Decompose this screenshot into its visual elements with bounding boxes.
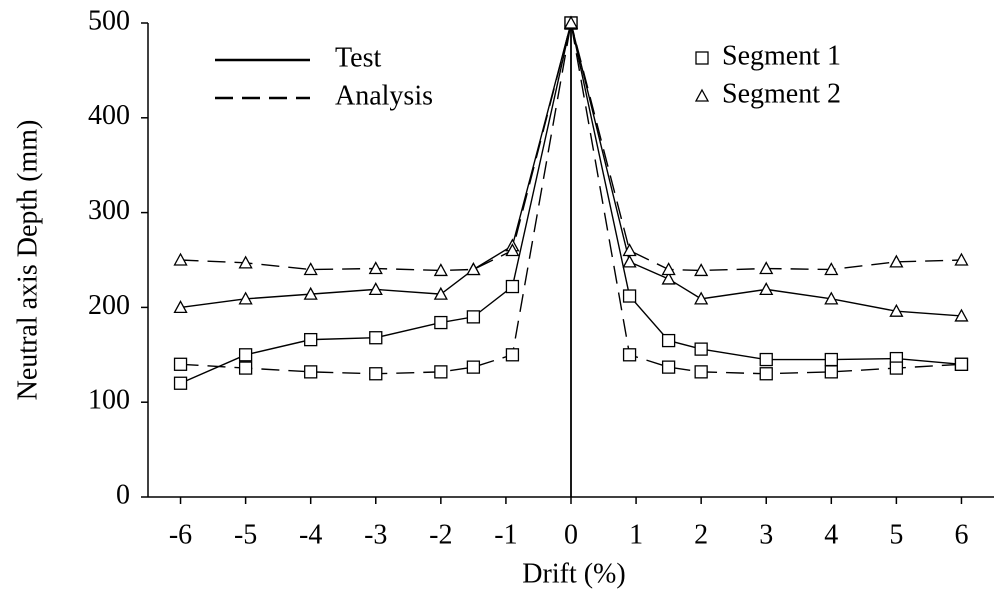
marker-square [466,360,481,374]
marker-square [466,310,481,324]
marker-triangle [238,291,253,305]
marker-square [173,357,188,371]
y-axis-title: Neutral axis Depth (mm) [12,120,43,401]
marker-triangle [889,303,904,317]
marker-triangle [238,255,253,269]
marker-square [661,333,676,348]
marker-square [759,352,773,367]
legend-label: Test [335,42,381,73]
x-tick-label: 1 [629,519,643,550]
marker-square [889,361,904,375]
y-tick-label: 100 [88,385,130,416]
y-tick-label: 400 [88,100,130,131]
x-tick-label: 4 [824,519,838,550]
marker-square [304,365,318,379]
marker-square [434,365,448,379]
x-tick-label: -4 [299,519,322,550]
marker-triangle [759,261,774,275]
marker-triangle [694,88,710,102]
marker-square [304,332,318,347]
marker-square [505,279,520,294]
marker-square [954,357,969,371]
marker-square [238,361,253,375]
x-tick-label: -1 [494,519,517,550]
marker-triangle [824,291,839,305]
y-tick-label: 0 [116,479,130,510]
y-tick-label: 200 [88,290,130,321]
marker-triangle [622,243,637,257]
marker-square [694,342,708,356]
marker-square [695,51,709,65]
marker-triangle [824,262,839,276]
marker-triangle [173,300,188,314]
marker-square [824,352,838,367]
marker-triangle [954,308,969,322]
marker-square [622,289,637,303]
legend-label: Segment 2 [722,78,841,109]
marker-triangle [954,252,969,266]
marker-triangle [622,254,637,268]
marker-triangle [505,243,520,257]
marker-square [661,360,676,374]
marker-square [434,315,448,330]
x-tick-label: -5 [234,519,257,550]
legend-label: Segment 1 [722,40,841,71]
marker-triangle [759,282,774,296]
marker-triangle [433,263,448,277]
marker-square [238,348,253,362]
x-tick-label: 2 [694,519,708,550]
x-tick-label: 3 [759,519,773,550]
marker-square [694,365,708,379]
marker-square [505,348,520,362]
marker-triangle [661,271,676,285]
marker-triangle [303,286,318,300]
series-line [180,22,962,375]
marker-square [622,348,637,362]
x-tick-label: -6 [169,519,192,550]
marker-triangle [173,252,188,266]
y-tick-label: 300 [88,195,130,226]
x-axis-title: Drift (%) [522,558,625,589]
legend-label: Analysis [335,80,433,111]
marker-triangle [368,261,383,275]
marker-square [369,367,383,381]
x-tick-label: 5 [889,519,903,550]
x-tick-label: -2 [429,519,452,550]
marker-triangle [563,15,579,29]
marker-square [173,376,188,390]
marker-triangle [368,282,383,296]
x-tick-label: 0 [564,519,578,550]
x-tick-label: 6 [954,519,968,550]
x-tick-label: -3 [364,519,387,550]
marker-triangle [303,262,318,276]
marker-square [759,367,773,381]
marker-triangle [889,254,904,268]
marker-triangle [433,286,448,300]
marker-triangle [466,262,481,276]
marker-triangle [661,262,676,276]
marker-triangle [694,291,709,305]
y-tick-label: 500 [88,5,130,36]
marker-triangle [694,263,709,277]
marker-square [824,365,838,379]
marker-square [369,331,383,345]
